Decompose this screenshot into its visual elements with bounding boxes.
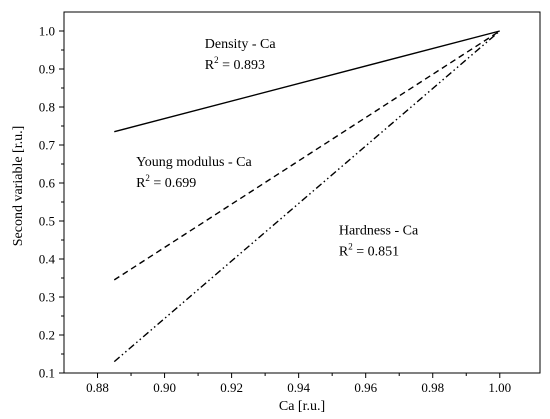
y-tick-label: 0.4 <box>39 252 56 267</box>
y-tick-label: 0.5 <box>39 214 55 229</box>
y-tick-label: 0.8 <box>39 100 55 115</box>
y-tick-label: 1.0 <box>39 24 55 39</box>
x-tick-label: 0.94 <box>287 380 310 395</box>
plot-area-border <box>63 11 541 374</box>
x-tick-label: 1.00 <box>488 380 511 395</box>
series-line-hardness <box>113 30 501 363</box>
x-tick-label: 0.92 <box>220 380 243 395</box>
y-tick-label: 0.2 <box>39 328 55 343</box>
annotation-r2-hardness: R2 = 0.851 <box>339 241 399 259</box>
annotations: Density - Ca R2 = 0.893 Young modulus - Ca… <box>136 37 419 259</box>
axis-ticks: 0.88 0.90 0.92 0.94 0.96 0.98 1.00 0.1 0.2 0.3 0.4… <box>39 24 511 396</box>
x-tick-label: 0.88 <box>86 380 109 395</box>
y-tick-label: 0.7 <box>39 138 56 153</box>
series-line-density <box>114 30 500 133</box>
x-tick-label: 0.90 <box>153 380 176 395</box>
y-tick-label: 0.3 <box>39 290 55 305</box>
annotation-label-young: Young modulus - Ca <box>136 155 252 170</box>
annotation-r2-young: R2 = 0.699 <box>136 173 196 191</box>
y-tick-label: 0.1 <box>39 366 55 381</box>
x-axis-title: Ca [r.u.] <box>279 399 325 414</box>
annotation-label-density: Density - Ca <box>205 37 277 52</box>
annotation-r2-density: R2 = 0.893 <box>205 55 265 73</box>
x-tick-label: 0.96 <box>354 380 377 395</box>
series-line-young <box>113 30 501 281</box>
plot-frame <box>63 11 541 374</box>
y-tick-label: 0.6 <box>39 176 56 191</box>
y-tick-label: 0.9 <box>39 62 55 77</box>
x-tick-label: 0.98 <box>421 380 444 395</box>
annotation-label-hardness: Hardness - Ca <box>339 223 419 238</box>
series-lines <box>113 30 501 363</box>
y-axis-title: Second variable [r.u.] <box>11 126 26 247</box>
